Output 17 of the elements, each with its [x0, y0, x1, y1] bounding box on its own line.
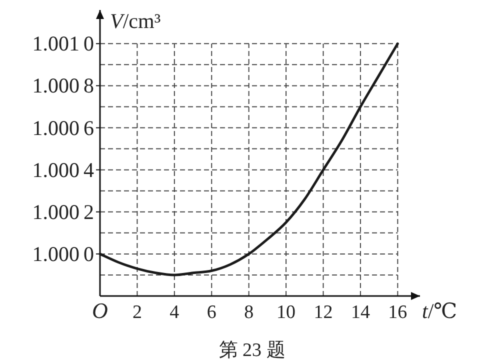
- x-tick-label: 14: [350, 302, 370, 323]
- x-tick-label: O: [92, 298, 108, 323]
- x-tick-label: 10: [276, 302, 296, 323]
- text: 第 23 题: [218, 340, 286, 361]
- x-tick-label: 8: [244, 302, 254, 323]
- x-tick-label: 2: [132, 302, 142, 323]
- x-axis-title: t/℃: [422, 299, 458, 323]
- x-tick-label: 6: [206, 302, 216, 323]
- y-tick-label: 1.0004: [32, 158, 94, 182]
- y-tick-label: 1.0006: [32, 116, 94, 140]
- y-tick-label: 1.0008: [32, 74, 94, 98]
- y-tick-label: 1.0002: [32, 200, 94, 224]
- x-tick-label: 4: [170, 302, 180, 323]
- y-tick-label: 1.0000: [32, 242, 94, 266]
- x-tick-label: 16: [388, 302, 408, 323]
- x-tick-label: 12: [314, 302, 333, 323]
- y-axis-title: V/cm³: [110, 9, 161, 33]
